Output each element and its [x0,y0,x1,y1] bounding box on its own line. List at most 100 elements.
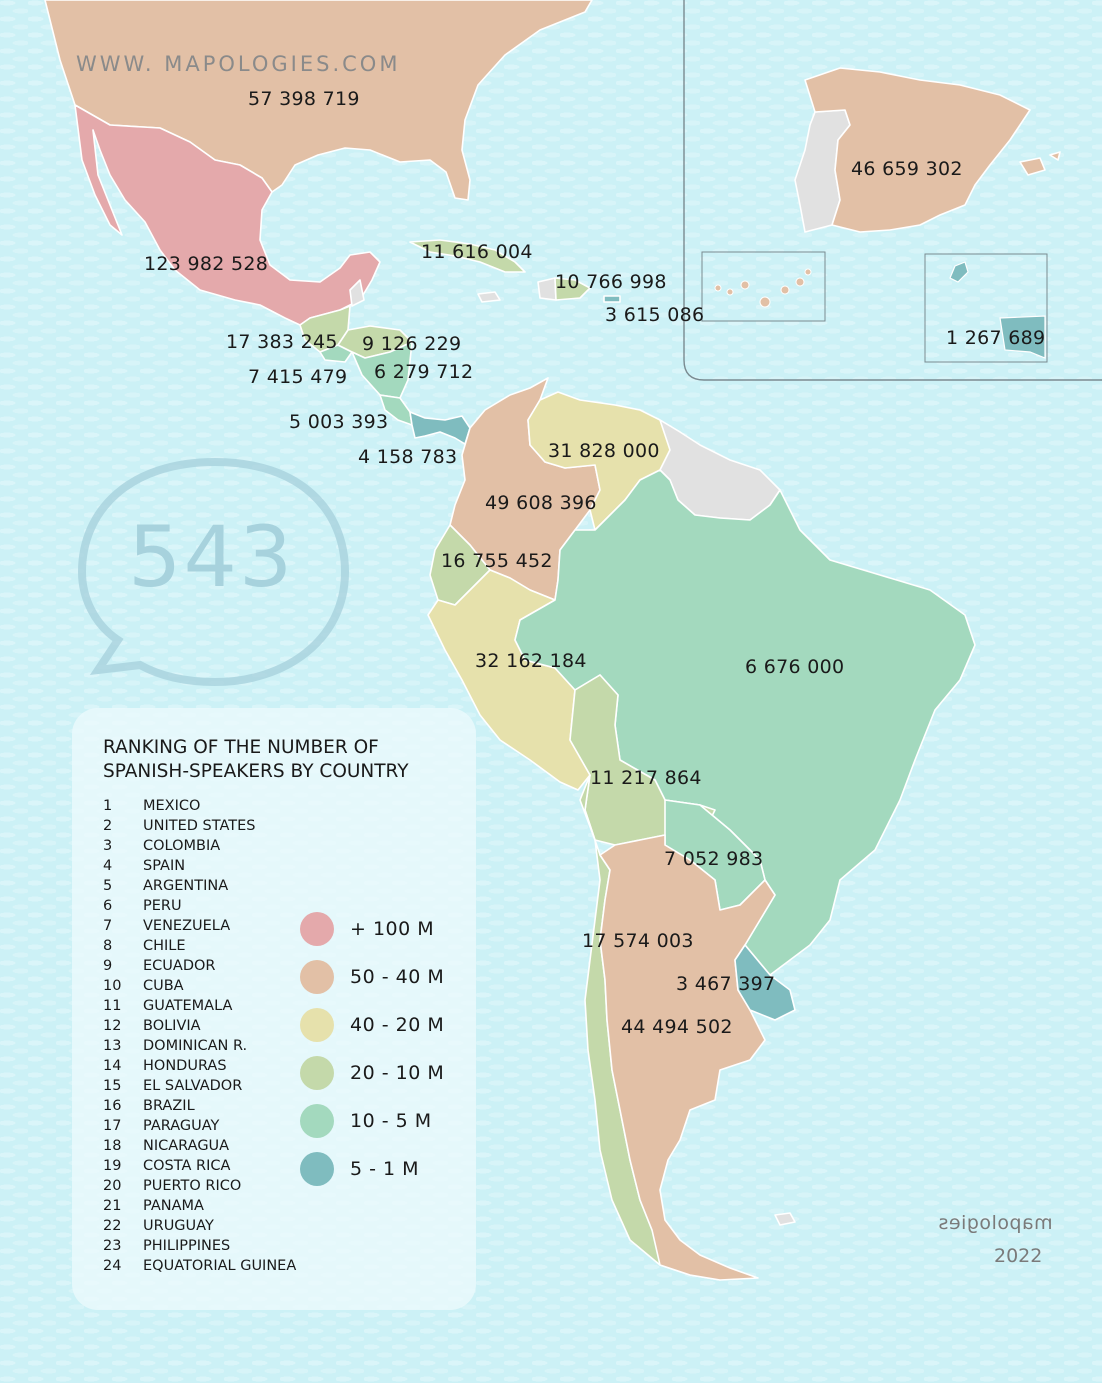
label-paraguay: 7 052 983 [664,848,764,870]
ranking-item: 18 NICARAGUA [103,1138,296,1158]
ranking-item: 17 PARAGUAY [103,1118,296,1138]
ranking-number: 9 [103,958,113,974]
ranking-item: 6 PERU [103,898,296,918]
label-brazil: 6 676 000 [745,656,845,678]
legend-panel [72,708,476,1310]
scale-swatch [300,912,334,946]
scale-item: + 100 M [300,905,444,953]
label-equatorial-guinea: 1 267 689 [946,327,1046,349]
ranking-country: UNITED STATES [143,818,256,834]
ranking-country: ECUADOR [143,958,216,974]
country-spain [804,67,1031,233]
ranking-number: 12 [103,1018,122,1034]
ranking-item: 19 COSTA RICA [103,1158,296,1178]
ranking-number: 13 [103,1038,122,1054]
label-cuba: 11 616 004 [421,241,533,263]
islands-balearic [1019,151,1061,176]
country-dominican-republic [554,277,591,301]
ranking-number: 4 [103,858,113,874]
label-argentina: 44 494 502 [621,1016,733,1038]
ranking-country: EQUATORIAL GUINEA [143,1258,297,1274]
ranking-country: EL SALVADOR [143,1078,243,1094]
scale-label: 5 - 1 M [350,1158,420,1180]
ranking-item: 5 ARGENTINA [103,878,296,898]
ranking-country: URUGUAY [143,1218,214,1234]
scale-swatch [300,1056,334,1090]
ranking-country: BRAZIL [143,1098,195,1114]
ranking-item: 2 UNITED STATES [103,818,296,838]
ranking-country: PERU [143,898,182,914]
country-equatorial-guinea-mainland [999,315,1046,359]
label-bolivia: 11 217 864 [590,767,702,789]
ranking-number: 8 [103,938,113,954]
ranking-item: 15 EL SALVADOR [103,1078,296,1098]
label-ecuador: 16 755 452 [441,550,553,572]
country-puerto-rico [603,295,621,303]
ranking-number: 11 [103,998,122,1014]
ranking-number: 14 [103,1058,122,1074]
scale-label: 20 - 10 M [350,1062,445,1084]
scale-swatch [300,1104,334,1138]
ranking-country: DOMINICAN R. [143,1038,248,1054]
label-guatemala: 17 383 245 [226,331,338,353]
scale-item: 20 - 10 M [300,1049,444,1097]
ranking-number: 22 [103,1218,122,1234]
ranking-country: CUBA [143,978,184,994]
mapologies-logo: mapologies [938,1212,1053,1234]
ranking-number: 18 [103,1138,122,1154]
country-cuba [409,239,526,273]
ranking-item: 7 VENEZUELA [103,918,296,938]
label-spain: 46 659 302 [851,158,963,180]
ranking-number: 23 [103,1238,122,1254]
islands-falklands [774,1212,796,1226]
ranking-country: VENEZUELA [143,918,231,934]
ranking-number: 16 [103,1098,122,1114]
island-bioko [949,261,969,283]
ranking-number: 1 [103,798,113,814]
ranking-number: 7 [103,918,113,934]
ranking-item: 22 URUGUAY [103,1218,296,1238]
ranking-item: 23 PHILIPPINES [103,1238,296,1258]
scale-swatch [300,1152,334,1186]
country-belize [349,279,365,307]
ranking-item: 21 PANAMA [103,1198,296,1218]
inset-frame-equatorial-guinea [924,253,1048,363]
ranking-number: 6 [103,898,113,914]
ranking-country: PANAMA [143,1198,204,1214]
inset-frame-iberia [683,0,1102,381]
label-colombia: 49 608 396 [485,492,597,514]
label-mexico: 123 982 528 [144,253,269,275]
ranking-number: 20 [103,1178,122,1194]
scale-swatch [300,960,334,994]
scale-item: 10 - 5 M [300,1097,444,1145]
ranking-country: MEXICO [143,798,201,814]
legend-title-line2: SPANISH-SPEAKERS BY COUNTRY [103,761,409,782]
label-peru: 32 162 184 [475,650,587,672]
ranking-list: 1 MEXICO 2 UNITED STATES 3 COLOMBIA 4 SPAIN 5 ARG… [103,798,296,1278]
scale-item: 50 - 40 M [300,953,444,1001]
scale-label: 40 - 20 M [350,1014,445,1036]
legend-title: RANKING OF THE NUMBER OF SPANISH-SPEAKER… [103,736,443,784]
ranking-country: PUERTO RICO [143,1178,242,1194]
ranking-country: COSTA RICA [143,1158,231,1174]
ranking-item: 12 BOLIVIA [103,1018,296,1038]
ranking-country: CHILE [143,938,186,954]
ranking-country: HONDURAS [143,1058,227,1074]
ranking-number: 21 [103,1198,122,1214]
ranking-country: SPAIN [143,858,186,874]
ranking-country: PHILIPPINES [143,1238,231,1254]
inset-frame-canary [701,251,826,322]
ranking-number: 24 [103,1258,122,1274]
label-honduras: 9 126 229 [362,333,462,355]
ranking-country: COLOMBIA [143,838,221,854]
ranking-item: 16 BRAZIL [103,1098,296,1118]
country-uruguay [734,944,796,1021]
scale-label: 10 - 5 M [350,1110,432,1132]
scale-item: 5 - 1 M [300,1145,444,1193]
ranking-country: PARAGUAY [143,1118,220,1134]
label-chile: 17 574 003 [582,930,694,952]
ranking-number: 17 [103,1118,122,1134]
color-scale: + 100 M 50 - 40 M 40 - 20 M 20 - 10 M 10 - 5… [300,905,444,1193]
brand-url: WWW. MAPOLOGIES.COM [76,52,401,76]
